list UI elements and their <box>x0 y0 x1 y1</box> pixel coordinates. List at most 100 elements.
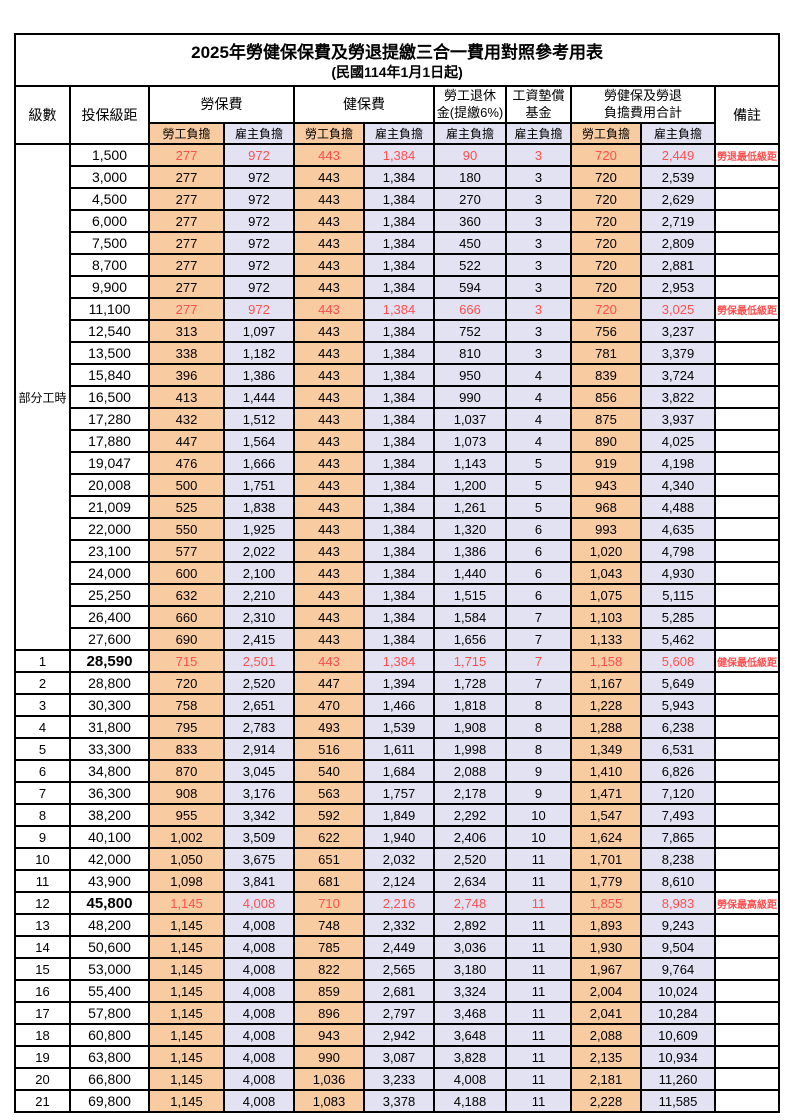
cell-level: 5 <box>14 737 71 761</box>
cell-pension-employer: 1,073 <box>433 429 507 453</box>
cell-labor-employer: 3,675 <box>223 847 295 871</box>
cell-health-employer: 2,797 <box>363 1001 435 1025</box>
cell-total-worker: 1,228 <box>570 693 642 717</box>
cell-bracket: 17,880 <box>69 429 150 453</box>
cell-health-employer: 1,384 <box>363 539 435 563</box>
cell-level: 15 <box>14 957 71 981</box>
table-row: 12 45,800 1,145 4,008 710 2,216 2,748 11 1,855 8,… <box>14 891 781 915</box>
cell-wage-fund-employer: 11 <box>505 847 572 871</box>
table-row: 4 31,800 795 2,783 493 1,539 1,908 8 1,288 6,238 <box>14 715 781 739</box>
cell-health-worker: 443 <box>293 561 365 585</box>
cell-health-worker: 1,083 <box>293 1089 365 1113</box>
cell-pension-employer: 666 <box>433 297 507 321</box>
cell-bracket: 50,600 <box>69 935 150 959</box>
cell-labor-employer: 1,564 <box>223 429 295 453</box>
cell-total-employer: 3,724 <box>640 363 716 387</box>
cell-health-worker: 447 <box>293 671 365 695</box>
cell-labor-employer: 1,666 <box>223 451 295 475</box>
cell-pension-employer: 3,180 <box>433 957 507 981</box>
cell-labor-employer: 1,838 <box>223 495 295 519</box>
cell-total-worker: 1,103 <box>570 605 642 629</box>
cell-remark <box>713 627 781 651</box>
cell-labor-worker: 1,145 <box>148 1023 225 1047</box>
cell-health-employer: 1,384 <box>363 583 435 607</box>
cell-total-employer: 6,531 <box>640 737 716 761</box>
cell-bracket: 15,840 <box>69 363 150 387</box>
cell-health-worker: 443 <box>293 583 365 607</box>
table-row: 25,250 632 2,210 443 1,384 1,515 6 1,075 5,115 <box>15 583 781 607</box>
cell-level: 6 <box>14 759 71 783</box>
cell-labor-worker: 1,145 <box>148 935 225 959</box>
cell-wage-fund-employer: 5 <box>505 495 572 519</box>
cell-total-worker: 1,779 <box>570 869 642 893</box>
cell-wage-fund-employer: 11 <box>505 957 572 981</box>
table-row: 17,280 432 1,512 443 1,384 1,037 4 875 3,937 <box>15 407 781 431</box>
cell-total-worker: 890 <box>570 429 642 453</box>
cell-total-worker: 1,133 <box>570 627 642 651</box>
premium-reference-table: 2025年勞健保保費及勞退提繳三合一費用對照參考用表 (民國114年1月1日起)… <box>13 33 781 1113</box>
table-row: 5 33,300 833 2,914 516 1,611 1,998 8 1,349 6,531 <box>14 737 781 761</box>
cell-labor-employer: 4,008 <box>223 891 295 915</box>
cell-labor-employer: 972 <box>223 297 295 321</box>
cell-health-employer: 1,384 <box>363 231 435 255</box>
cell-labor-worker: 277 <box>148 275 225 299</box>
cell-labor-employer: 3,176 <box>223 781 295 805</box>
cell-remark <box>713 1045 781 1069</box>
cell-level: 13 <box>14 913 71 937</box>
cell-level: 21 <box>14 1089 71 1113</box>
cell-wage-fund-employer: 3 <box>505 275 572 299</box>
cell-remark <box>713 473 781 497</box>
cell-total-worker: 720 <box>570 209 642 233</box>
cell-total-worker: 1,075 <box>570 583 642 607</box>
cell-health-employer: 1,384 <box>363 209 435 233</box>
cell-labor-employer: 4,008 <box>223 1089 295 1113</box>
cell-total-employer: 9,243 <box>640 913 716 937</box>
cell-labor-employer: 972 <box>223 165 295 189</box>
cell-labor-worker: 720 <box>148 671 225 695</box>
cell-health-employer: 1,384 <box>363 341 435 365</box>
part-time-label: 部分工時 <box>14 143 71 651</box>
cell-health-worker: 443 <box>293 187 365 211</box>
table-row: 19,047 476 1,666 443 1,384 1,143 5 919 4,198 <box>15 451 781 475</box>
cell-total-employer: 3,379 <box>640 341 716 365</box>
cell-health-worker: 896 <box>293 1001 365 1025</box>
table-row: 26,400 660 2,310 443 1,384 1,584 7 1,103 5,285 <box>15 605 781 629</box>
cell-pension-employer: 1,818 <box>433 693 507 717</box>
cell-labor-worker: 1,002 <box>148 825 225 849</box>
cell-remark <box>713 693 781 717</box>
table-row: 11 43,900 1,098 3,841 681 2,124 2,634 11 1,779 8,… <box>14 869 781 893</box>
cell-wage-fund-employer: 3 <box>505 209 572 233</box>
cell-labor-worker: 795 <box>148 715 225 739</box>
cell-health-employer: 3,378 <box>363 1089 435 1113</box>
header-row-main: 級數 投保級距 勞保費 健保費 勞工退休 金(提繳6%) 工資墊償 基金 勞健保… <box>14 85 781 145</box>
cell-bracket: 40,100 <box>69 825 150 849</box>
cell-total-employer: 2,719 <box>640 209 716 233</box>
cell-remark <box>713 275 781 299</box>
cell-pension-employer: 1,440 <box>433 561 507 585</box>
cell-level: 16 <box>14 979 71 1003</box>
cell-wage-fund-employer: 11 <box>505 1045 572 1069</box>
cell-health-employer: 1,684 <box>363 759 435 783</box>
subheader-labor-worker: 勞工負擔 <box>148 122 225 145</box>
subheader-total-employer: 雇主負擔 <box>640 122 716 145</box>
cell-wage-fund-employer: 3 <box>505 231 572 255</box>
cell-bracket: 23,100 <box>69 539 150 563</box>
cell-health-worker: 443 <box>293 407 365 431</box>
cell-wage-fund-employer: 11 <box>505 979 572 1003</box>
cell-labor-worker: 870 <box>148 759 225 783</box>
cell-total-worker: 1,893 <box>570 913 642 937</box>
cell-remark <box>713 517 781 541</box>
cell-total-worker: 1,410 <box>570 759 642 783</box>
cell-wage-fund-employer: 11 <box>505 1067 572 1091</box>
cell-remark <box>713 165 781 189</box>
cell-total-worker: 720 <box>570 143 642 167</box>
cell-health-employer: 2,681 <box>363 979 435 1003</box>
cell-wage-fund-employer: 11 <box>505 1001 572 1025</box>
table-row: 7 36,300 908 3,176 563 1,757 2,178 9 1,471 7,120 <box>14 781 781 805</box>
cell-pension-employer: 3,324 <box>433 979 507 1003</box>
cell-labor-employer: 4,008 <box>223 935 295 959</box>
table-row: 9,900 277 972 443 1,384 594 3 720 2,953 <box>15 275 781 299</box>
cell-total-worker: 875 <box>570 407 642 431</box>
cell-labor-worker: 277 <box>148 253 225 277</box>
cell-remark <box>713 803 781 827</box>
